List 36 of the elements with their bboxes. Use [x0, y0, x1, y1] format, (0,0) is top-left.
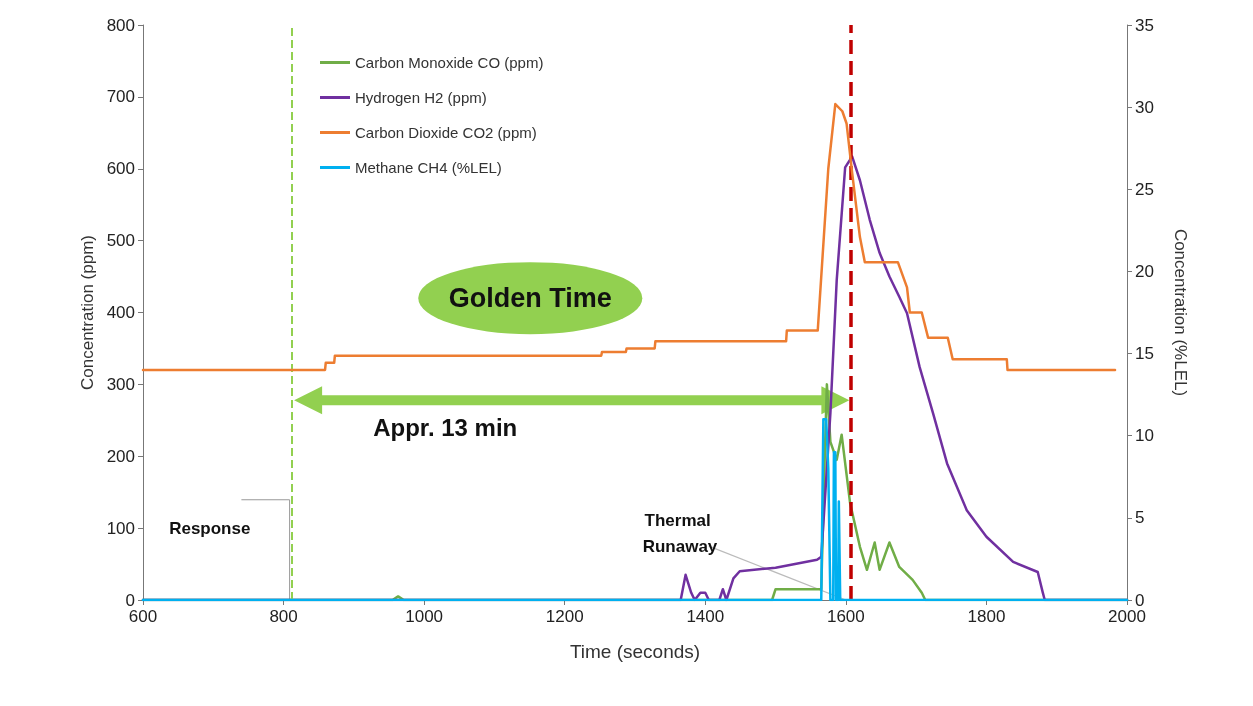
y2-tick-label: 30 [1135, 97, 1154, 117]
legend-label: Methane CH4 (%LEL) [355, 159, 502, 176]
x-tick-label: 1400 [686, 607, 725, 626]
y-tick-label: 800 [106, 15, 135, 35]
y-tick-label: 700 [106, 87, 135, 107]
y-tick-label: 400 [106, 303, 135, 322]
y-tick-label: 300 [106, 374, 135, 394]
x-tick-label: 600 [128, 607, 158, 626]
y-tick-label: 100 [106, 518, 135, 538]
y2-tick-label: 25 [1135, 179, 1154, 199]
annotation: Golden Time [448, 283, 612, 314]
x-tick-label: 800 [269, 607, 298, 626]
annotation: Appr. 13 min [373, 414, 518, 441]
y2-axis-title: Concentration (%LEL) [1171, 228, 1190, 397]
annotation: Response [169, 518, 251, 538]
legend-label: Carbon Monoxide CO (ppm) [355, 54, 544, 71]
annotation: Thermal Runaway [642, 510, 718, 556]
y2-tick-label: 20 [1135, 261, 1154, 281]
y-axis-title: Concentration (ppm) [77, 235, 97, 390]
y2-tick-label: 5 [1135, 508, 1145, 528]
y-tick-label: 200 [106, 446, 135, 466]
x-tick-label: 2000 [1108, 607, 1146, 626]
y-tick-label: 0 [125, 590, 135, 610]
x-tick-label: 1800 [967, 607, 1006, 626]
y2-tick-label: 35 [1135, 15, 1154, 35]
y-tick-label: 500 [106, 231, 135, 251]
legend-label: Carbon Dioxide CO2 (ppm) [355, 124, 537, 141]
x-tick-label: 1600 [826, 607, 865, 626]
x-tick-label: 1000 [405, 607, 444, 626]
x-axis-title: Time (seconds) [569, 641, 701, 662]
y2-tick-label: 15 [1135, 344, 1154, 364]
y2-tick-label: 0 [1135, 590, 1145, 610]
legend-label: Hydrogen H2 (ppm) [355, 89, 487, 106]
y-tick-label: 600 [106, 159, 135, 179]
y2-tick-label: 10 [1135, 426, 1154, 446]
x-tick-label: 1200 [545, 607, 584, 626]
